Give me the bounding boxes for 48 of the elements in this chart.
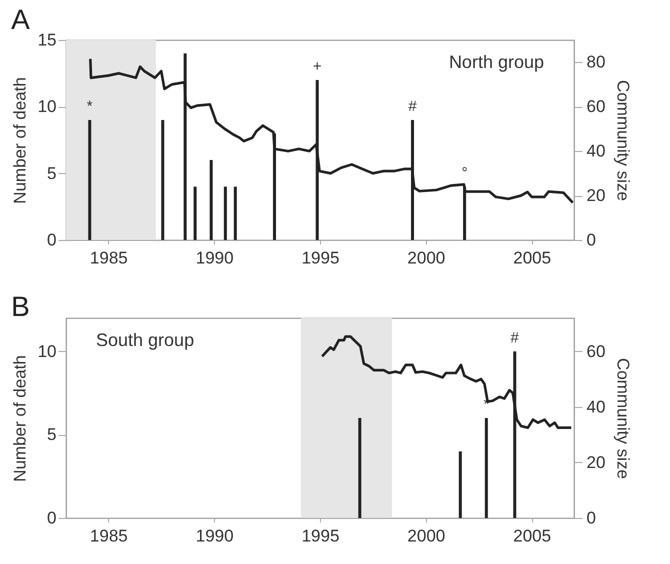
bar xyxy=(484,418,488,518)
y2-axis-title: Community size xyxy=(613,80,632,201)
bar xyxy=(210,160,213,240)
y2-tick-label: 20 xyxy=(586,452,606,472)
y2-tick-label: 0 xyxy=(586,508,596,528)
y-tick-label: 5 xyxy=(47,425,56,444)
y2-tick-label: 80 xyxy=(586,52,606,72)
annotation: + xyxy=(312,58,322,75)
bar xyxy=(224,186,227,240)
chart-title: A xyxy=(11,4,30,35)
y2-tick-label: 40 xyxy=(586,142,606,161)
x-tick-label: 2005 xyxy=(513,526,552,546)
y-tick-label: 15 xyxy=(38,30,56,50)
x-tick-label: 1985 xyxy=(90,248,128,268)
x-tick-label: 1985 xyxy=(90,526,128,546)
x-tick-label: 1990 xyxy=(196,248,234,268)
y-tick-label: 0 xyxy=(47,508,56,528)
y2-tick-label: 40 xyxy=(586,397,606,416)
y-tick-label: 10 xyxy=(38,342,56,361)
x-tick-label: 2005 xyxy=(513,248,552,268)
y-axis-title: Number of death xyxy=(10,355,30,482)
y2-tick-label: 60 xyxy=(586,342,606,361)
annotation: South group xyxy=(96,330,194,350)
annotation: # xyxy=(408,98,418,115)
annotation: # xyxy=(510,329,520,346)
y-tick-label: 5 xyxy=(47,164,56,183)
y2-axis-title: Community size xyxy=(613,358,632,479)
x-tick-label: 1995 xyxy=(302,248,340,268)
y2-tick-label: 0 xyxy=(586,230,596,250)
bar xyxy=(194,186,197,240)
x-tick-label: 1995 xyxy=(302,526,340,546)
y-tick-label: 10 xyxy=(38,97,56,116)
y-tick-label: 0 xyxy=(47,230,56,250)
x-tick-label: 1990 xyxy=(196,526,234,546)
annotation: * xyxy=(86,98,93,115)
y2-tick-label: 20 xyxy=(586,186,606,206)
annotation: North group xyxy=(448,52,544,72)
annotation: ° xyxy=(462,164,468,182)
chart-title: B xyxy=(11,291,30,322)
bar xyxy=(161,120,164,240)
y-axis-title: Number of death xyxy=(10,77,30,204)
x-tick-label: 2000 xyxy=(407,526,446,546)
bar xyxy=(234,186,237,240)
bar xyxy=(458,451,462,518)
bar xyxy=(88,120,92,240)
y2-tick-label: 60 xyxy=(586,97,606,116)
bar xyxy=(358,418,362,518)
x-tick-label: 2000 xyxy=(407,248,446,268)
